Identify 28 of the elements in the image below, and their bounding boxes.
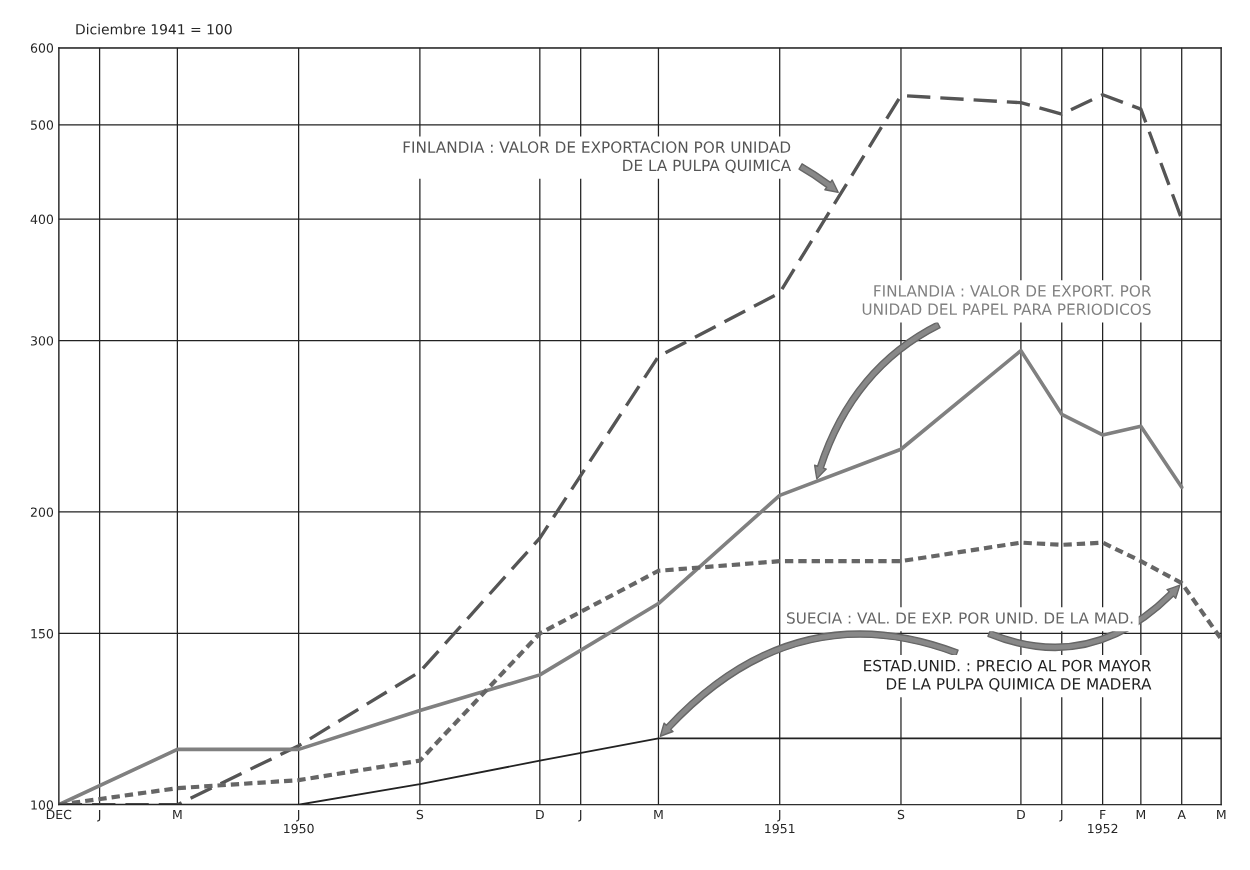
x-tick-label: M (1136, 810, 1146, 820)
x-tick-label: DEC (46, 809, 72, 820)
x-tick-label: J (578, 810, 582, 822)
x-tick-label: A (1177, 810, 1186, 820)
text: FINLANDIA : VALOR DE EXPORTACION POR UNIDAD DE LA PULPA QUIMICA (403, 141, 791, 173)
x-tick-label: D (1017, 810, 1025, 820)
x-tick-label: M (654, 810, 663, 820)
y-tick-label: 400 (30, 214, 54, 225)
x-tick-label: S (897, 809, 905, 820)
x-tick-label: F 1952 (1088, 810, 1118, 834)
x-tick-label: D (536, 810, 544, 820)
y-tick-label: 500 (30, 120, 54, 130)
chart-subtitle: Diciembre 1941 = 100 (76, 23, 232, 35)
text: SUECIA : VAL. DE EXP. POR UNID. DE LA MAD. (786, 612, 1133, 624)
x-tick-label: J 1951 (765, 810, 795, 834)
text: ESTAD.UNID. : PRECIO AL POR MAYOR DE LA PULPA QUIMICA DE MADERA (864, 659, 1152, 692)
x-tick-label: J 1950 (284, 810, 314, 834)
x-tick-label: M (173, 810, 182, 820)
y-tick-label: 100 (31, 800, 54, 810)
x-tick-label: S (416, 809, 424, 820)
y-tick-label: 300 (30, 336, 54, 346)
y-tick-label: 150 (31, 628, 54, 639)
x-tick-label: M (1217, 810, 1226, 820)
text: FINLANDIA : VALOR DE EXPORT. POR UNIDAD DEL PAPEL PARA PERIODICOS (862, 285, 1152, 315)
x-tick-label: J (97, 810, 101, 822)
y-tick-label: 200 (30, 507, 54, 517)
x-tick-label: J (1059, 810, 1063, 822)
y-tick-label: 600 (30, 43, 54, 53)
